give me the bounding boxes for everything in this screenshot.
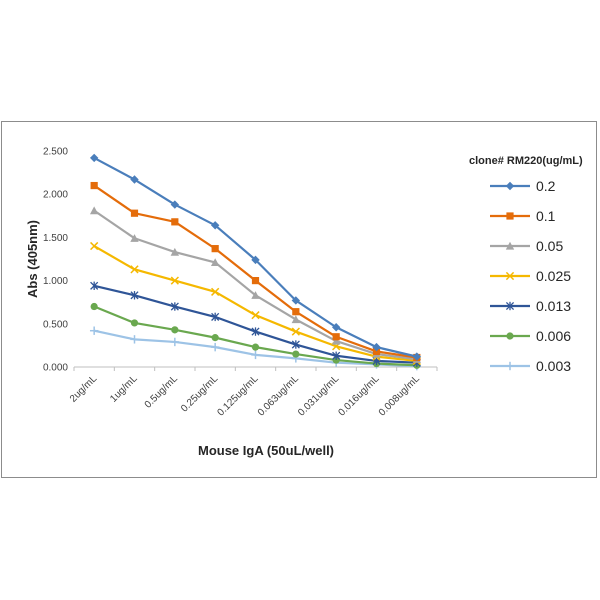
data-point	[170, 302, 179, 311]
data-point	[251, 255, 260, 265]
x-tick-label: 0.125ug/mL	[215, 373, 260, 418]
data-point	[210, 258, 220, 267]
data-point	[251, 277, 260, 285]
legend-item: 0.05	[490, 238, 563, 254]
x-tick-label: 0.063ug/mL	[256, 373, 301, 418]
legend-label: 0.003	[536, 358, 571, 374]
y-tick-label: 1.000	[43, 276, 68, 287]
x-tick-label: 2ug/mL	[68, 373, 100, 405]
legend-item: 0.013	[490, 298, 571, 314]
data-point	[130, 175, 139, 184]
legend-item: 0.2	[490, 178, 556, 194]
data-point	[90, 181, 98, 190]
data-point	[130, 335, 139, 344]
data-point	[331, 323, 341, 332]
legend-marker	[505, 361, 515, 371]
legend-marker	[506, 212, 514, 220]
data-point	[89, 206, 99, 215]
data-point	[89, 326, 99, 335]
data-point	[171, 218, 179, 226]
y-tick-label: 2.500	[43, 147, 68, 158]
y-tick-label: 0.000	[43, 363, 68, 374]
legend-marker	[505, 181, 515, 191]
legend-label: 0.006	[536, 328, 571, 344]
legend-label: 0.1	[536, 208, 556, 224]
legend-label: 0.025	[536, 268, 571, 284]
data-point	[90, 241, 99, 251]
data-point	[251, 327, 260, 336]
y-tick-label: 2.000	[43, 190, 68, 201]
data-point	[170, 200, 180, 209]
legend-marker	[505, 241, 515, 250]
legend-item: 0.025	[490, 268, 571, 284]
y-tick-label: 1.500	[43, 233, 68, 244]
data-point	[171, 326, 179, 334]
data-point	[90, 302, 98, 311]
data-point	[251, 350, 260, 360]
legend-marker	[505, 271, 515, 281]
x-tick-label: 0.5ug/mL	[143, 373, 181, 411]
x-tick-label: 1ug/mL	[108, 373, 140, 405]
data-point	[291, 296, 301, 305]
data-point	[291, 315, 301, 324]
legend-label: 0.013	[536, 298, 571, 314]
data-point	[210, 221, 220, 230]
y-axis-title: Abs (405nm)	[25, 220, 40, 298]
data-point	[412, 352, 422, 361]
data-point	[292, 350, 300, 358]
data-point	[291, 327, 300, 336]
data-point	[130, 209, 139, 217]
data-point	[89, 153, 99, 163]
data-point	[211, 287, 220, 296]
data-point	[210, 342, 220, 352]
y-tick-label: 0.500	[43, 319, 68, 330]
data-point	[130, 265, 139, 274]
legend-marker	[506, 332, 514, 340]
data-point	[291, 340, 300, 349]
legend-label: 0.05	[536, 238, 563, 254]
data-point	[170, 276, 179, 285]
series-0.2	[89, 153, 422, 361]
data-point	[130, 319, 139, 327]
legend-title: clone# RM220(ug/mL)	[469, 155, 583, 167]
legend-marker	[505, 301, 515, 311]
data-point	[170, 337, 180, 347]
data-point	[170, 247, 180, 256]
legend-label: 0.2	[536, 178, 556, 194]
data-point	[211, 334, 219, 342]
x-axis-title: Mouse IgA (50uL/well)	[198, 443, 334, 458]
legend: 0.2 0.1 0.05 0.025 0.013 0.006 0.003	[490, 178, 571, 374]
data-point	[211, 312, 220, 322]
data-point	[332, 333, 340, 341]
x-tick-label: 0.25ug/mL	[179, 373, 221, 415]
series-line	[93, 209, 417, 361]
x-tick-label: 0.016ug/mL	[336, 373, 381, 418]
x-tick-label: 0.008ug/mL	[377, 373, 422, 418]
data-point	[211, 245, 219, 253]
data-point	[130, 291, 139, 300]
series-layer	[89, 153, 422, 371]
legend-item: 0.006	[490, 328, 571, 344]
legend-item: 0.003	[490, 358, 571, 374]
data-point	[332, 351, 341, 360]
data-point	[251, 291, 260, 299]
data-point	[372, 342, 381, 352]
data-point	[130, 234, 139, 242]
x-tick-label: 0.031ug/mL	[296, 373, 341, 418]
data-point	[372, 347, 381, 356]
data-point	[251, 343, 260, 351]
legend-item: 0.1	[490, 208, 556, 224]
data-point	[292, 308, 300, 316]
data-point	[251, 311, 260, 320]
data-point	[331, 336, 341, 345]
data-point	[90, 281, 99, 290]
